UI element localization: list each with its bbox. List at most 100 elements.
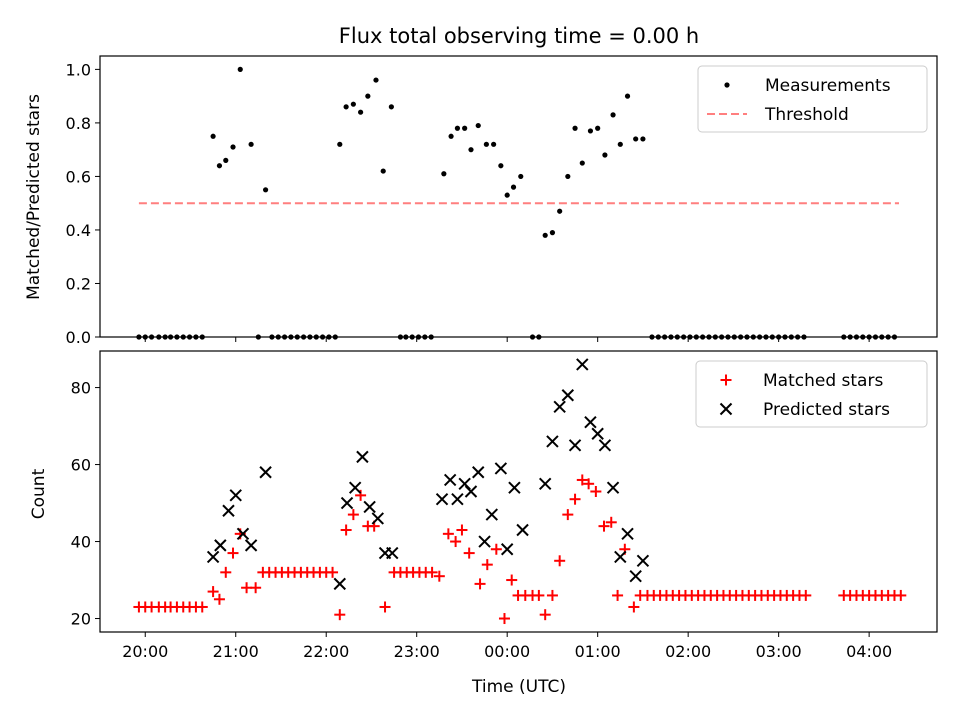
measurement-point [662,334,668,340]
cross-b [636,554,650,567]
x-tick-label: 00:00 [484,642,530,661]
measurement-point [365,93,371,99]
bottom-legend: Matched stars Predicted stars [695,360,928,428]
measurement-point [579,160,585,166]
predicted-star-point [333,577,346,591]
predicted-star-point [259,466,272,479]
cross-b [576,358,589,371]
legend-marker-measurements [724,82,730,88]
measurement-point [142,334,148,340]
measurement-point [380,168,386,174]
predicted-star-point [598,439,612,452]
measurement-point [319,334,326,340]
matched-star-point [590,486,602,497]
measurement-point [332,334,338,340]
cross-b [478,535,491,548]
measurement-point [210,133,216,139]
measurement-point [223,157,229,163]
cross-b [333,577,346,591]
measurement-point [510,184,517,190]
predicted-star-point [443,473,457,487]
measurement-point [572,125,578,131]
measurement-point [655,334,661,340]
cross-b [553,400,566,414]
measurement-point [475,122,481,129]
matched-star-point [334,609,346,621]
cross-b [363,500,376,514]
x-tick-label: 22:00 [303,642,349,661]
x-tick-label: 04:00 [846,642,892,661]
predicted-star-point [435,492,449,506]
legend-label-matched: Matched stars [763,371,883,391]
predicted-star-point [629,569,642,583]
measurement-point [860,334,866,340]
cross-b [443,473,457,487]
x-tick-label: 01:00 [575,642,621,661]
cross-b [371,512,385,525]
cross-b [568,439,582,452]
predicted-star-point [591,427,604,440]
matched-star-point [481,559,493,571]
top-y-tick-label: 0.8 [66,114,91,133]
measurement-point [776,334,782,340]
measurement-point [504,192,510,198]
measurement-point [162,334,168,340]
measurement-point [300,334,307,340]
top-axes: 0.0 0.2 0.4 0.6 0.8 1.0 Measurements Threshold [66,55,938,347]
top-y-tick-label: 1.0 [66,60,91,79]
legend-label-threshold: Threshold [764,105,849,125]
measurement-point [281,334,288,340]
measurement-point [549,230,556,236]
cross-b [500,543,514,556]
measurement-point [462,125,468,131]
predicted-star-point [516,523,529,537]
measurement-point [769,334,775,340]
matched-star-point [598,520,610,532]
predicted-star-point [621,527,634,541]
x-tick-label: 02:00 [665,642,711,661]
cross-b [561,389,575,402]
top-y-axis-label: Matched/Predicted stars [24,94,44,300]
cross-b [458,477,471,491]
measurement-point [216,163,223,169]
matched-star-point [450,536,462,548]
measurement-point [186,334,193,340]
measurement-point [350,101,356,107]
measurement-point [624,93,631,99]
measurement-point [422,334,428,340]
cross-b [340,496,354,510]
measurement-point [853,334,860,340]
top-axes-frame [99,55,938,338]
predicted-star-point [561,389,575,402]
predicted-star-point [236,527,250,541]
measurement-point [782,334,788,340]
measurement-point [313,334,319,340]
matched-star-point [546,589,558,601]
predicted-star-point [464,485,478,498]
top-legend: Measurements Threshold [697,65,928,133]
measurement-point [454,125,461,131]
measurement-point [738,334,744,340]
measurement-point [693,334,699,340]
measurement-point [441,171,447,177]
cross-b [259,466,272,479]
measurement-point [801,334,807,340]
predicted-star-point [500,543,514,556]
cross-b [356,450,369,464]
matched-star-point [340,524,352,536]
matched-star-point [554,555,566,567]
predicted-star-point [222,504,235,517]
measurement-point [326,334,332,340]
predicted-star-point [348,481,362,494]
measurement-point [885,334,891,340]
measurement-point [148,334,155,340]
measurement-point [879,334,885,340]
cross-b [236,527,250,541]
measurement-point [180,334,186,340]
bottom-y-tick-label: 20 [71,610,91,629]
matched-star-point [227,547,239,559]
bottom-y-axis-label: Count [29,468,49,519]
measurement-point [725,334,731,340]
predicted-star-point [363,500,376,514]
